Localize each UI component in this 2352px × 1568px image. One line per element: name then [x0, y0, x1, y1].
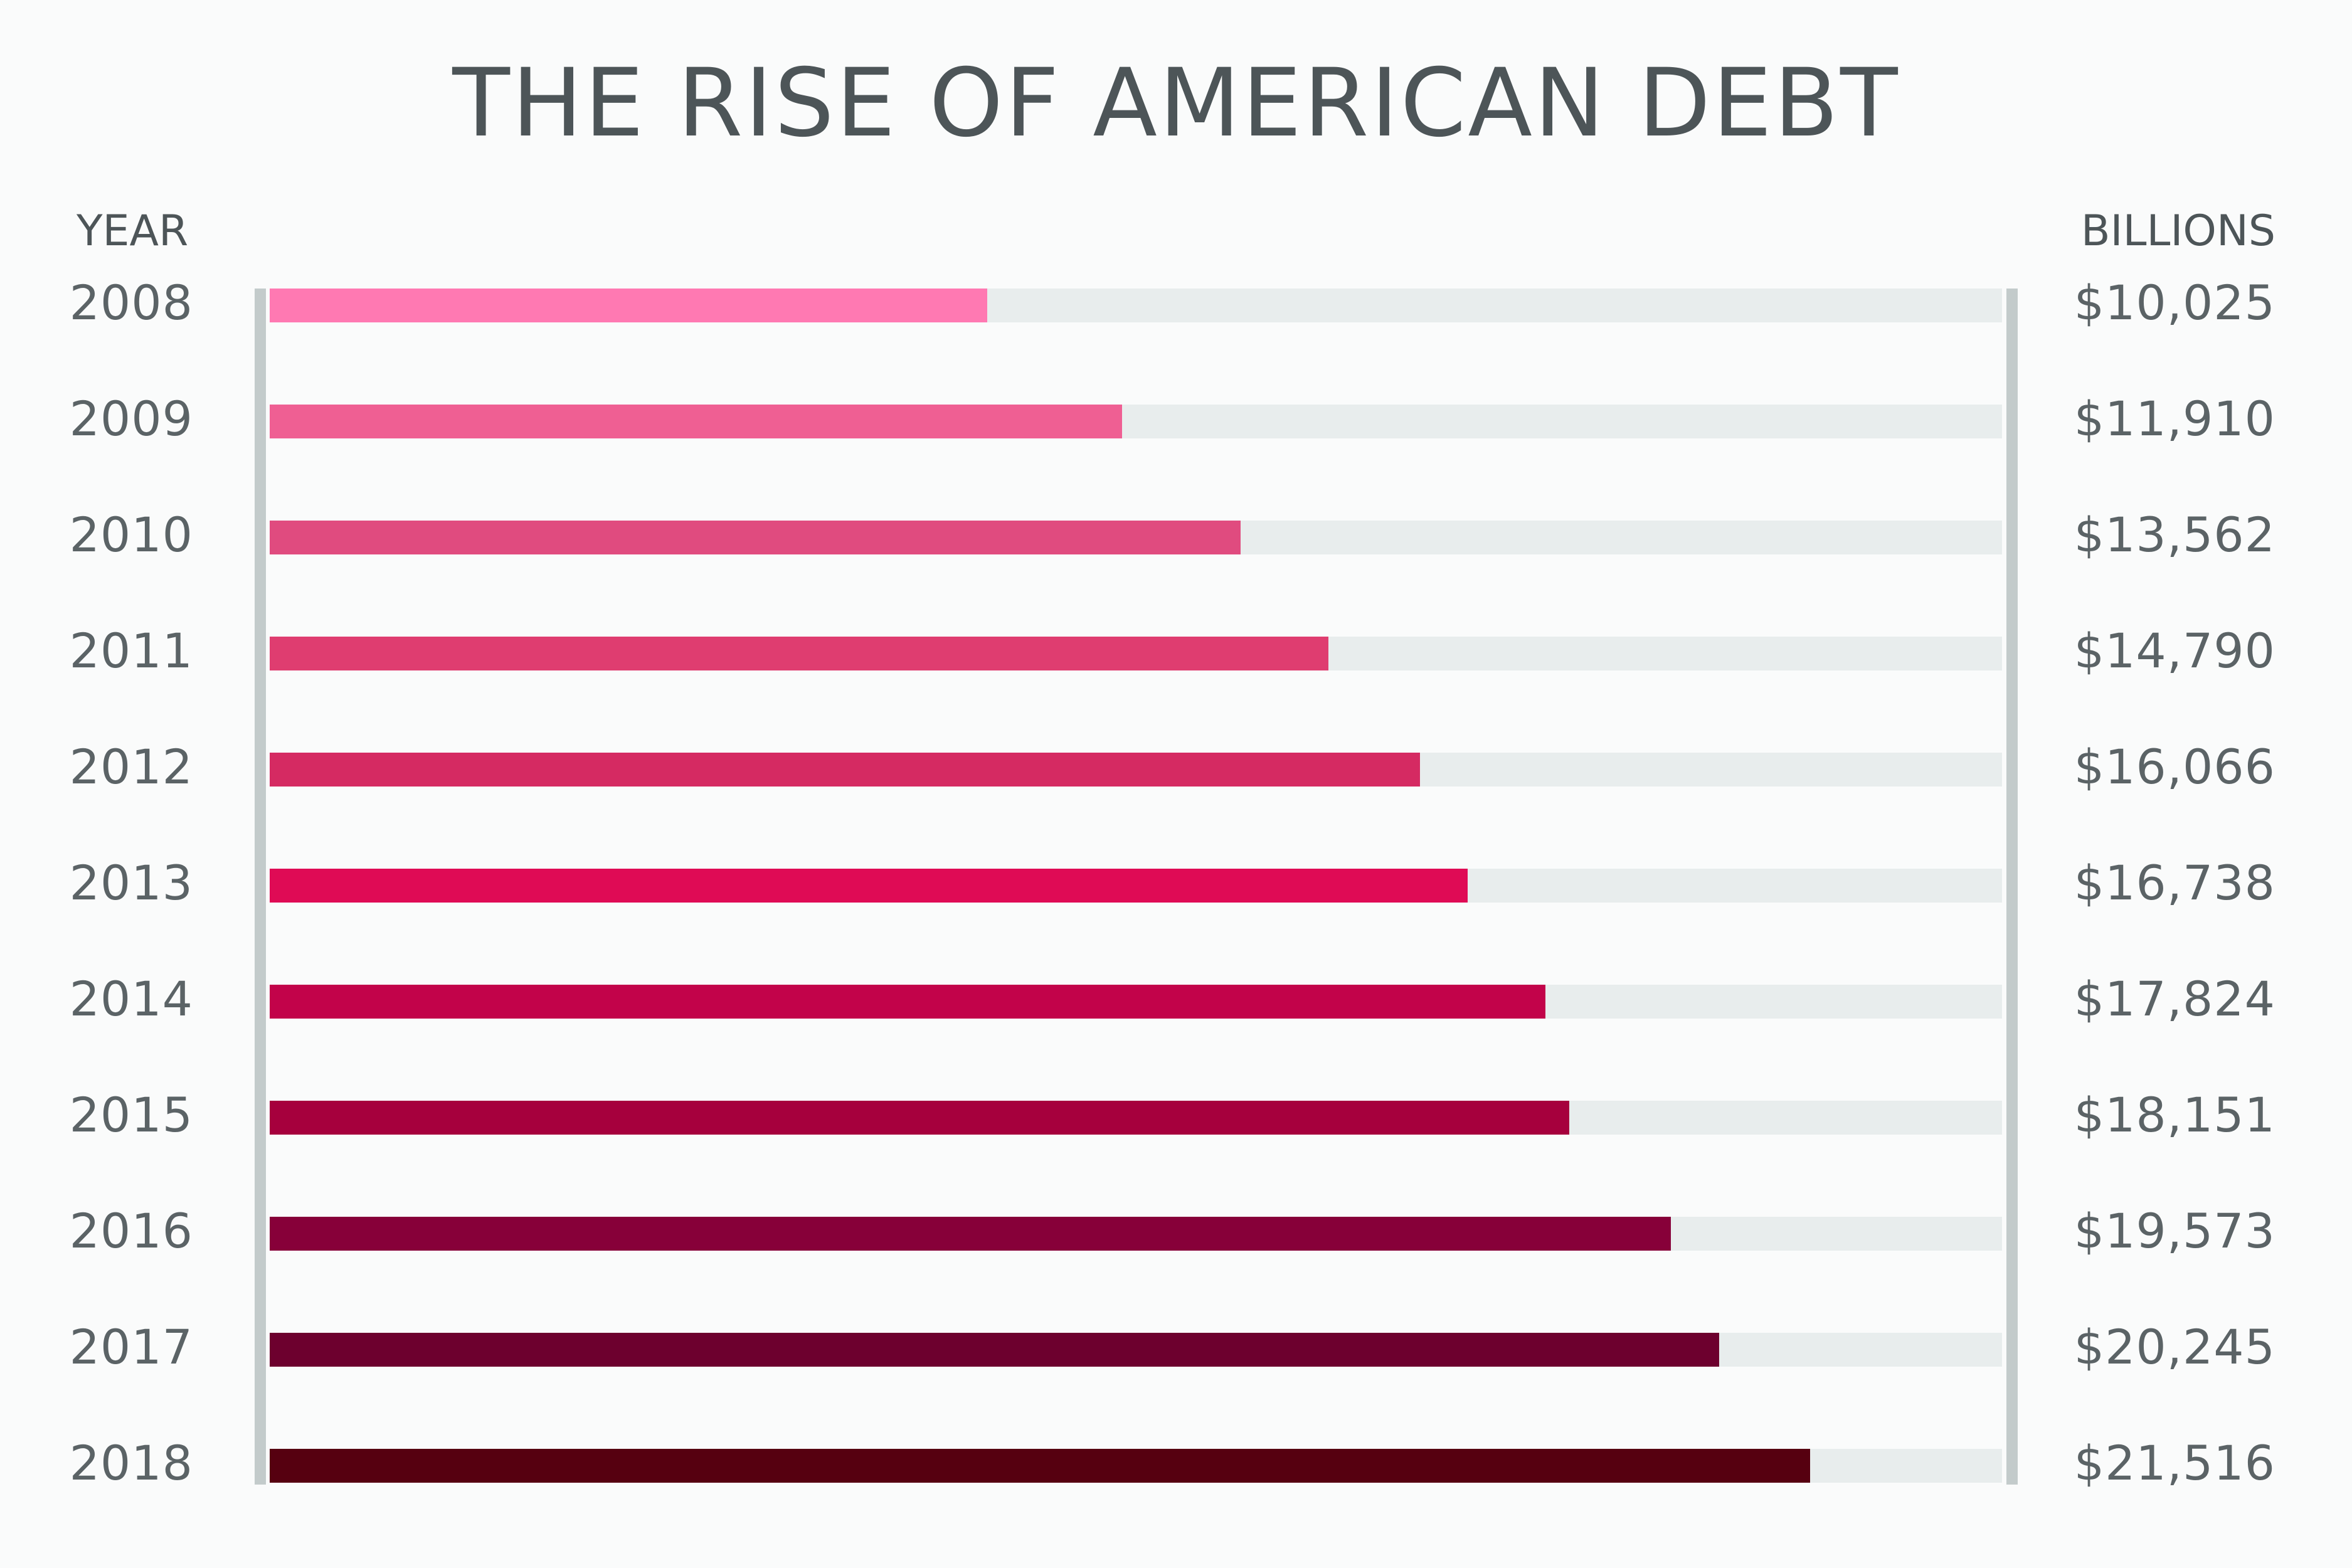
- left-axis-line: [255, 289, 266, 1485]
- billions-column-header: BILLIONS: [2080, 206, 2275, 256]
- value-label: $14,790: [2074, 623, 2275, 679]
- bar-track: [270, 1101, 2002, 1135]
- bar-track: [270, 405, 2002, 438]
- bar: [270, 1217, 1671, 1251]
- year-label: 2016: [69, 1203, 193, 1259]
- bar-track: [270, 521, 2002, 554]
- bar-row: 2008 $10,025: [0, 279, 2352, 327]
- bar-track: [270, 753, 2002, 787]
- value-label: $20,245: [2074, 1319, 2275, 1375]
- bar-row: 2017 $20,245: [0, 1323, 2352, 1371]
- chart-title: THE RISE OF AMERICAN DEBT: [452, 49, 1900, 158]
- bar: [270, 521, 1241, 554]
- value-label: $16,738: [2074, 855, 2275, 911]
- bar: [270, 1333, 1719, 1367]
- bar-track: [270, 637, 2002, 670]
- bar-track: [270, 869, 2002, 903]
- bar-track: [270, 1333, 2002, 1367]
- bar: [270, 985, 1546, 1019]
- bar: [270, 753, 1420, 787]
- value-label: $11,910: [2074, 391, 2275, 447]
- bar-row: 2012 $16,066: [0, 743, 2352, 791]
- value-label: $18,151: [2074, 1087, 2275, 1143]
- year-label: 2013: [69, 855, 193, 911]
- bar-row: 2010 $13,562: [0, 511, 2352, 559]
- bar-row: 2011 $14,790: [0, 627, 2352, 675]
- year-label: 2018: [69, 1435, 193, 1491]
- right-axis-line: [2006, 289, 2018, 1485]
- bar: [270, 289, 988, 322]
- bar-row: 2013 $16,738: [0, 859, 2352, 907]
- value-label: $13,562: [2074, 507, 2275, 563]
- year-column-header: YEAR: [77, 206, 189, 256]
- bar-row: 2014 $17,824: [0, 975, 2352, 1023]
- bar-track: [270, 289, 2002, 322]
- value-label: $19,573: [2074, 1203, 2275, 1259]
- bar-track: [270, 1449, 2002, 1483]
- bar-row: 2018 $21,516: [0, 1439, 2352, 1487]
- year-label: 2008: [69, 275, 193, 331]
- bar: [270, 1101, 1569, 1135]
- year-label: 2011: [69, 623, 193, 679]
- bar-row: 2016 $19,573: [0, 1207, 2352, 1255]
- year-label: 2015: [69, 1087, 193, 1143]
- value-label: $10,025: [2074, 275, 2275, 331]
- bar-track: [270, 1217, 2002, 1251]
- year-label: 2010: [69, 507, 193, 563]
- value-label: $17,824: [2074, 971, 2275, 1027]
- bar-row: 2009 $11,910: [0, 395, 2352, 443]
- year-label: 2014: [69, 971, 193, 1027]
- year-label: 2017: [69, 1319, 193, 1375]
- year-label: 2012: [69, 739, 193, 795]
- bar: [270, 637, 1329, 670]
- year-label: 2009: [69, 391, 193, 447]
- bar: [270, 1449, 1810, 1483]
- bar-row: 2015 $18,151: [0, 1091, 2352, 1139]
- value-label: $16,066: [2074, 739, 2275, 795]
- value-label: $21,516: [2074, 1435, 2275, 1491]
- bar-track: [270, 985, 2002, 1019]
- bar: [270, 869, 1468, 903]
- bar: [270, 405, 1123, 438]
